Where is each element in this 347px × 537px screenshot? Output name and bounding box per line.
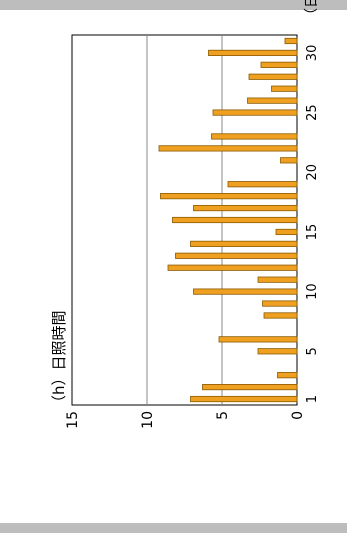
bar xyxy=(193,288,298,295)
bar xyxy=(257,276,298,283)
bar xyxy=(263,312,298,319)
top-frame-bar xyxy=(0,0,347,10)
bar xyxy=(248,73,298,80)
bars xyxy=(158,37,298,403)
x-axis-label: （日） xyxy=(304,0,320,22)
y-tick-label: 10 xyxy=(140,411,156,429)
x-tick-label: 25 xyxy=(305,104,320,121)
bar xyxy=(167,264,298,271)
y-axis-label: （h）日照時間 xyxy=(50,310,68,410)
y-tick-label: 5 xyxy=(215,411,231,420)
bar xyxy=(275,228,298,236)
bar xyxy=(262,300,298,307)
bar xyxy=(172,216,298,224)
bar xyxy=(257,348,298,355)
bar xyxy=(158,145,298,152)
x-tick-label: 20 xyxy=(305,164,320,181)
x-tick-label: 5 xyxy=(305,347,320,355)
bar xyxy=(271,85,298,92)
bar xyxy=(260,61,298,68)
bar xyxy=(175,252,298,259)
bar xyxy=(284,37,298,45)
x-tick-label: 30 xyxy=(305,45,320,62)
x-tick-label: 10 xyxy=(305,283,320,300)
bar xyxy=(190,395,298,403)
y-tick-label: 0 xyxy=(290,411,306,420)
bar xyxy=(160,193,298,200)
x-tick-label: 15 xyxy=(305,224,320,241)
bottom-frame-bar xyxy=(0,523,347,533)
bar xyxy=(212,109,298,116)
y-tick-label: 15 xyxy=(65,411,81,429)
bar xyxy=(208,49,298,56)
x-tick-label: 1 xyxy=(305,395,320,403)
bar xyxy=(277,372,298,379)
bar xyxy=(247,97,298,104)
bar xyxy=(227,181,298,188)
bar xyxy=(218,336,298,343)
bar xyxy=(211,133,298,140)
y-tick-labels: 0 5 10 15 xyxy=(65,411,306,429)
bar xyxy=(280,157,298,164)
bar xyxy=(190,240,298,247)
bar xyxy=(193,204,298,212)
bar xyxy=(202,384,298,391)
